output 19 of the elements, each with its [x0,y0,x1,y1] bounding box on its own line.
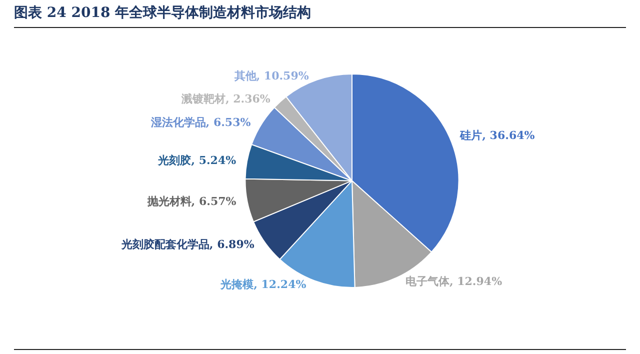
data-label: , 5.24% [191,154,237,168]
slice-label: 其他 [233,70,258,83]
slice-label: 溅镀靶材 [180,92,226,106]
slice-label: 光掩模 [220,278,255,291]
slice-label: 抛光材料 [146,195,192,208]
slice-label: 光刻胶配套化学品 [120,238,210,251]
data-label: , 10.59% [256,70,310,83]
chart-title: 图表 24 2018 年全球半导体制造材料市场结构 [14,4,626,28]
data-label: , 6.57% [191,195,237,208]
data-label: , 12.94% [449,274,503,288]
data-label: , 12.24% [254,278,307,291]
slice-label: 硅片 [459,129,482,142]
slice-label: 电子气体 [405,274,450,288]
data-label: , 36.64% [482,129,536,142]
data-label: , 2.36% [225,92,271,106]
slice-label: 湿法化学品 [150,116,206,130]
slice-label: 光刻胶 [157,154,192,168]
data-label: , 6.89% [209,238,255,251]
data-label: , 6.53% [206,116,252,130]
